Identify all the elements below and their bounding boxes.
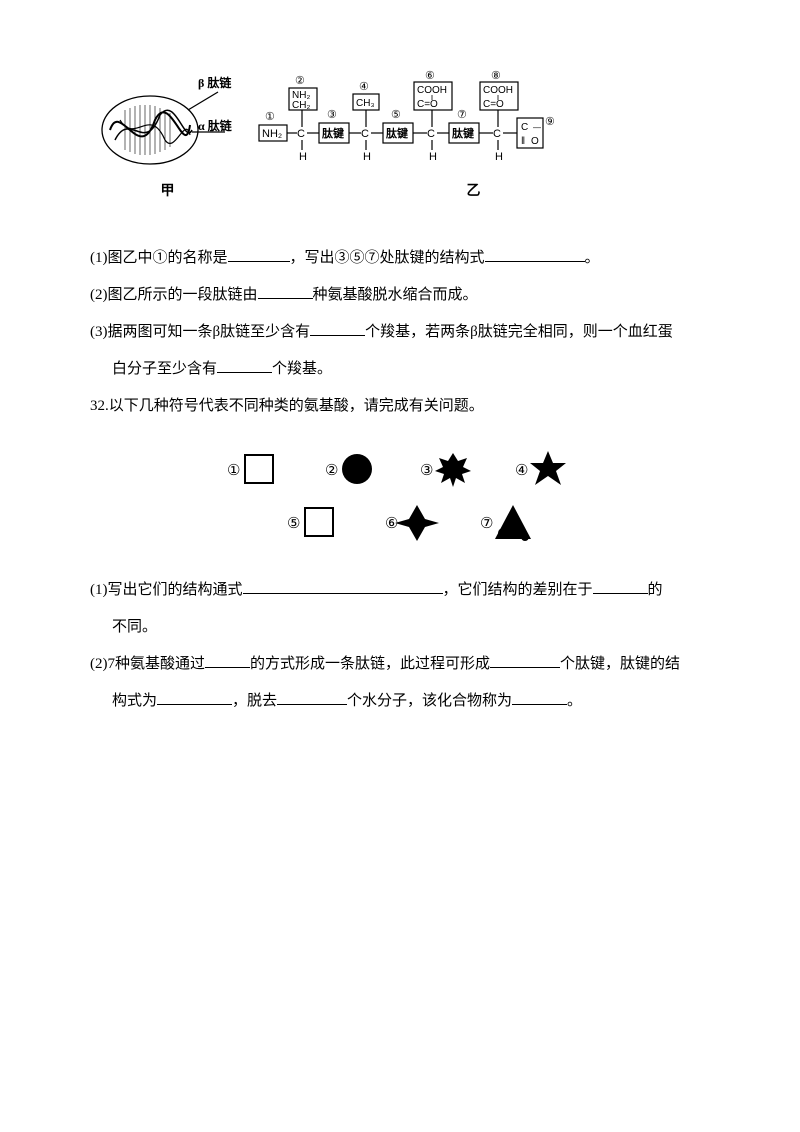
svg-text:H: H — [299, 151, 307, 163]
figure-jia-caption: 甲 — [90, 177, 245, 208]
svg-text:COOH: COOH — [483, 85, 513, 96]
q3-2b: 个羧基。 — [272, 361, 332, 377]
svg-text:⑥: ⑥ — [385, 516, 398, 532]
svg-text:⑤: ⑤ — [287, 516, 300, 532]
shape-7: ⑦ — [480, 505, 531, 541]
svg-text:⑦: ⑦ — [457, 109, 467, 121]
question-4-line1: (1)写出它们的结构通式 ，它们结构的差别在于 的 — [90, 574, 730, 607]
q1-mid: ，写出③⑤⑦处肽键的结构式 — [290, 250, 485, 266]
question-4-line2: 不同。 — [90, 611, 730, 644]
q4-1c: 的 — [648, 582, 663, 598]
alpha-chain-label: α 肽链 — [198, 118, 233, 133]
figure-jia: β 肽链 α 肽链 甲 — [90, 70, 245, 208]
q5-2c: 个水分子，该化合物称为 — [347, 693, 512, 709]
svg-text:③: ③ — [327, 109, 337, 121]
blank — [157, 689, 232, 705]
blank — [485, 246, 585, 262]
shape-3: ③ — [420, 453, 471, 487]
svg-text:C=O: C=O — [417, 99, 438, 110]
figure-jia-yi: β 肽链 α 肽链 甲 NH₂ ① C — [90, 70, 730, 208]
shape-6: ⑥ — [385, 505, 439, 541]
q3-1a: (3)据两图可知一条β肽链至少含有 — [90, 324, 310, 340]
svg-text:C: C — [493, 128, 501, 140]
q2-prefix: (2)图乙所示的一段肽链由 — [90, 287, 258, 303]
question-1: (1)图乙中①的名称是 ，写出③⑤⑦处肽键的结构式 。 — [90, 242, 730, 275]
q1-suffix: 。 — [585, 250, 600, 266]
svg-text:⑦: ⑦ — [480, 516, 493, 532]
figure-shapes: ① ② ③ ④ ⑤ ⑥ — [195, 443, 625, 558]
shape-2: ② — [325, 454, 372, 484]
svg-text:O: O — [531, 136, 539, 147]
svg-text:④: ④ — [515, 463, 528, 479]
svg-text:C: C — [427, 128, 435, 140]
svg-text:H: H — [495, 151, 503, 163]
svg-text:肽键: 肽键 — [452, 126, 475, 140]
svg-text:⑥: ⑥ — [425, 70, 435, 82]
svg-text:‖: ‖ — [521, 136, 525, 147]
question-5-line1: (2)7种氨基酸通过 的方式形成一条肽链，此过程可形成 个肽键，肽键的结 — [90, 648, 730, 681]
svg-text:①: ① — [265, 111, 275, 123]
q5-2a: 构式为 — [112, 693, 157, 709]
svg-text:①: ① — [227, 463, 240, 479]
blank — [228, 246, 290, 262]
q5-1b: 的方式形成一条肽链，此过程可形成 — [250, 656, 490, 672]
q5-1c: 个肽键，肽键的结 — [560, 656, 680, 672]
svg-text:②: ② — [295, 75, 305, 87]
figure-yi: NH₂ ① C NH₂ CH₂ ② H 肽键 — [251, 70, 696, 208]
svg-text:⑨: ⑨ — [545, 116, 555, 128]
svg-text:CH₃: CH₃ — [356, 98, 375, 109]
blank — [512, 689, 567, 705]
question-32: 32.以下几种符号代表不同种类的氨基酸，请完成有关问题。 — [90, 390, 730, 423]
q1-prefix: (1)图乙中①的名称是 — [90, 250, 228, 266]
svg-text:C: C — [297, 128, 305, 140]
svg-text:—: — — [533, 123, 541, 132]
blank — [258, 283, 313, 299]
q3-1b: 个羧基，若两条β肽链完全相同，则一个血红蛋 — [365, 324, 673, 340]
svg-text:④: ④ — [359, 81, 369, 93]
blank — [243, 578, 443, 594]
figure-yi-svg: NH₂ ① C NH₂ CH₂ ② H 肽键 — [251, 70, 696, 175]
figure-yi-caption: 乙 — [251, 177, 696, 208]
shape-4: ④ — [515, 451, 566, 485]
svg-text:NH₂: NH₂ — [262, 128, 282, 140]
svg-text:②: ② — [325, 463, 338, 479]
svg-text:肽键: 肽键 — [322, 126, 345, 140]
beta-chain-label: β 肽链 — [198, 75, 232, 90]
svg-text:C: C — [521, 122, 528, 133]
figure-jia-svg: β 肽链 α 肽链 — [90, 70, 245, 175]
svg-text:H: H — [363, 151, 371, 163]
svg-text:肽键: 肽键 — [386, 126, 409, 140]
blank — [205, 652, 250, 668]
shape-5: ⑤ — [287, 508, 333, 536]
q3-2a: 白分子至少含有 — [112, 361, 217, 377]
blank — [277, 689, 347, 705]
question-3-line1: (3)据两图可知一条β肽链至少含有 个羧基，若两条β肽链完全相同，则一个血红蛋 — [90, 316, 730, 349]
blank — [490, 652, 560, 668]
q4-1b: ，它们结构的差别在于 — [443, 582, 593, 598]
q4-1a: (1)写出它们的结构通式 — [90, 582, 243, 598]
svg-text:H: H — [429, 151, 437, 163]
question-5-line2: 构式为 ，脱去 个水分子，该化合物称为 。 — [90, 685, 730, 718]
svg-text:⑤: ⑤ — [391, 109, 401, 121]
q2-suffix: 种氨基酸脱水缩合而成。 — [313, 287, 478, 303]
svg-text:COOH: COOH — [417, 85, 447, 96]
q5-2b: ，脱去 — [232, 693, 277, 709]
svg-text:C=O: C=O — [483, 99, 504, 110]
question-2: (2)图乙所示的一段肽链由 种氨基酸脱水缩合而成。 — [90, 279, 730, 312]
svg-text:CH₂: CH₂ — [292, 100, 310, 111]
svg-text:③: ③ — [420, 463, 433, 479]
question-3-line2: 白分子至少含有 个羧基。 — [90, 353, 730, 386]
shape-1: ① — [227, 455, 273, 483]
blank — [217, 357, 272, 373]
blank — [310, 320, 365, 336]
svg-text:⑧: ⑧ — [491, 70, 501, 82]
svg-text:C: C — [361, 128, 369, 140]
q5-2d: 。 — [567, 693, 582, 709]
blank — [593, 578, 648, 594]
q5-1a: (2)7种氨基酸通过 — [90, 656, 205, 672]
